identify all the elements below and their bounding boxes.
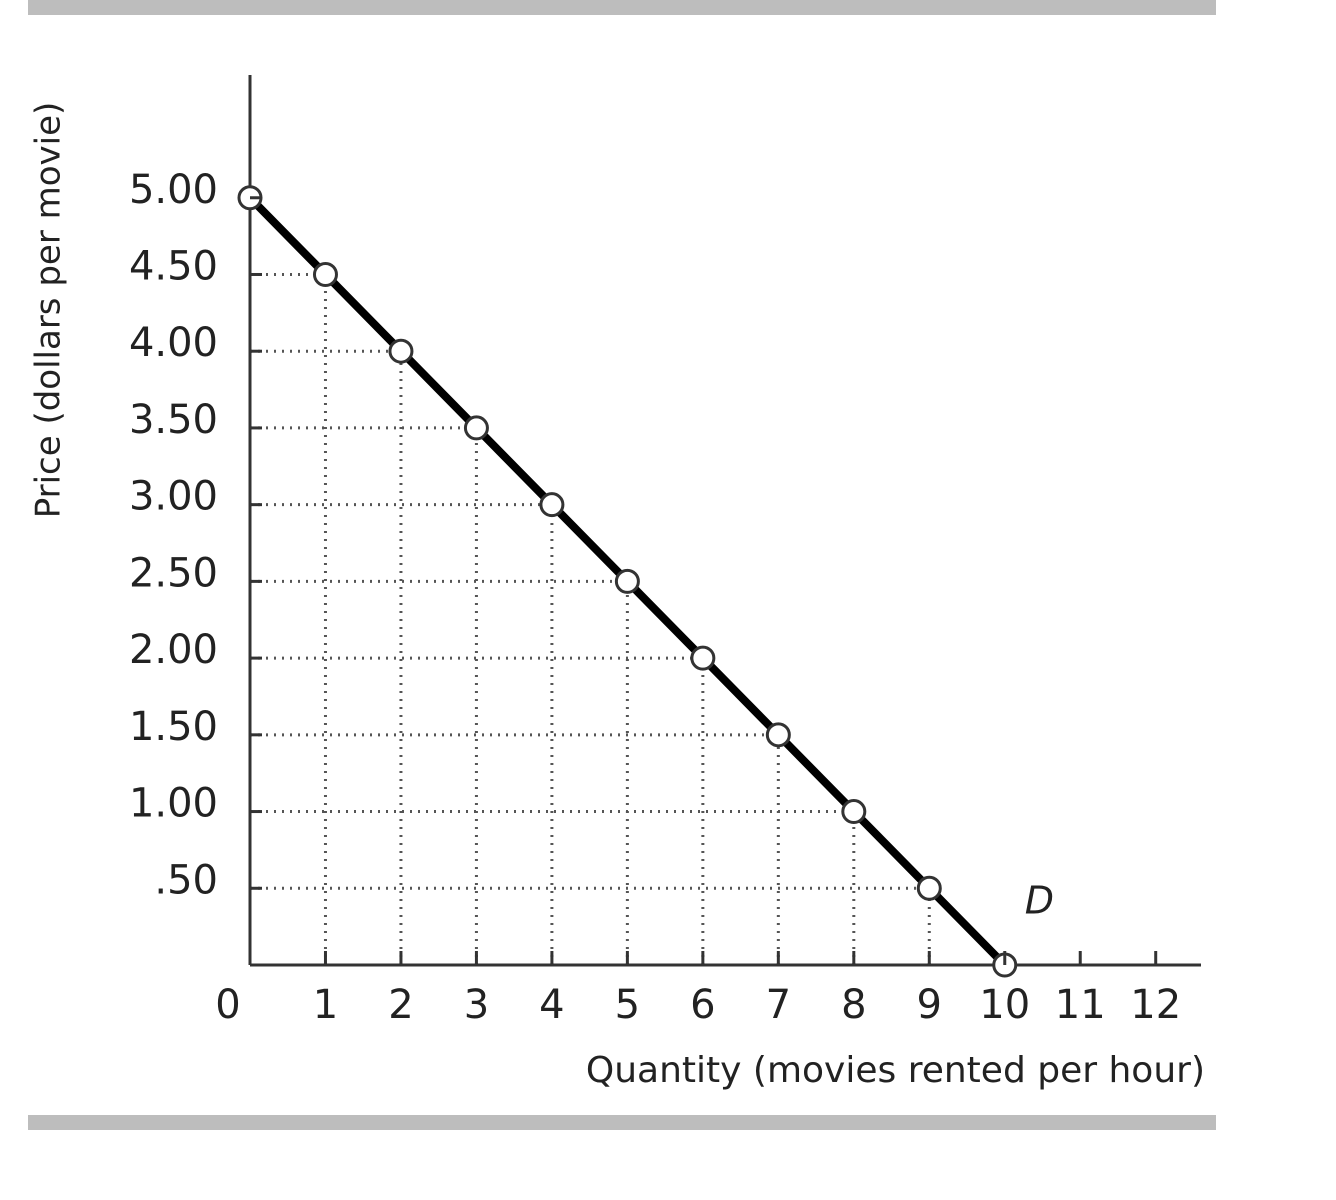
x-tick-label: 6 (690, 982, 715, 1028)
point-marker (388, 338, 414, 364)
x-tick-label: 4 (539, 982, 564, 1028)
x-tick-label: 11 (1055, 982, 1106, 1028)
point-marker (765, 722, 791, 748)
x-tick-label: 5 (615, 982, 640, 1028)
y-tick-label: 4.00 (129, 320, 218, 366)
x-axis-label: Quantity (movies rented per hour) (586, 1050, 1205, 1091)
y-tick-label: 1.00 (129, 781, 218, 827)
point-marker (539, 492, 565, 518)
y-axis-label: Price (dollars per movie) (29, 102, 69, 519)
y-tick-label: 2.00 (129, 627, 218, 673)
x-tick-label: 10 (979, 982, 1030, 1028)
x-tick-label: 0 (215, 982, 240, 1028)
x-tick-label: 3 (464, 982, 489, 1028)
x-tick-label: 12 (1130, 982, 1181, 1028)
y-tick-label: 2.50 (129, 550, 218, 596)
y-tick-label: 3.50 (129, 397, 218, 443)
bottom-rule (28, 1115, 1216, 1130)
x-tick-label: 7 (766, 982, 791, 1028)
x-tick-label: 2 (388, 982, 413, 1028)
point-marker (312, 261, 338, 287)
point-marker (614, 568, 640, 594)
x-tick-label: 8 (841, 982, 866, 1028)
point-marker (841, 799, 867, 825)
top-rule (28, 0, 1216, 15)
point-marker (916, 875, 942, 901)
y-tick-label: 5.00 (129, 167, 218, 213)
y-tick-label: 1.50 (129, 704, 218, 750)
y-tick-label: 3.00 (129, 474, 218, 520)
y-tick-label: 4.50 (129, 243, 218, 289)
y-tick-label: .50 (154, 857, 218, 903)
x-tick-label: 1 (313, 982, 338, 1028)
x-tick-label: 9 (917, 982, 942, 1028)
point-marker (690, 645, 716, 671)
series-label: D (1025, 879, 1054, 923)
point-marker (463, 415, 489, 441)
